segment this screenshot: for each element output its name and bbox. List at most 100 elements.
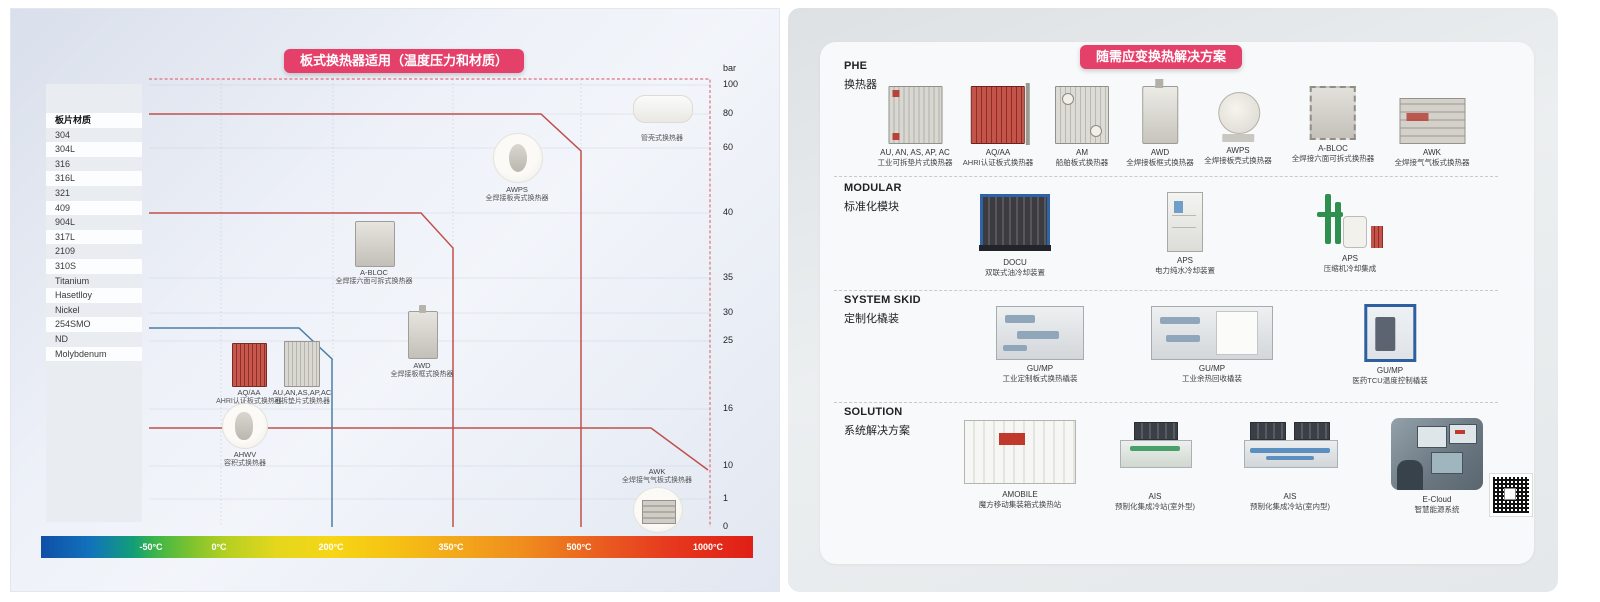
product-desc: 预制化集成冷站(室内型) (1250, 502, 1330, 511)
section-solution-cn: 系统解决方案 (844, 425, 910, 437)
right-panel-title-badge: 随需应变换热解决方案 (1080, 45, 1243, 69)
material-item: Titanium (55, 275, 90, 286)
a-bloc-chart-icon (355, 221, 395, 267)
marine-phe-icon (1055, 86, 1109, 144)
product-code: A-BLOC (1318, 144, 1348, 153)
section-modular-cn: 标准化模块 (844, 201, 899, 213)
row-separator (834, 402, 1498, 403)
mobile-container-station-icon (964, 420, 1076, 484)
material-item: Nickel (55, 304, 80, 315)
awps-chart-icon (493, 133, 543, 183)
product-desc: 全焊接气气板式换热器 (1394, 158, 1470, 167)
awd-chart-icon (408, 305, 438, 359)
x-axis-tick: -50°C (139, 542, 163, 552)
y-axis-tick: 80 (723, 108, 734, 118)
product-code: AIS (1283, 492, 1297, 501)
product-code: APS (1176, 256, 1193, 265)
section-phe-en: PHE (844, 60, 868, 72)
y-axis-tick: 100 (723, 79, 739, 89)
material-item: ND (55, 333, 68, 344)
product-item: GU/MP 医药TCU温度控制橇装 (1352, 304, 1428, 385)
product-item: AWPS 全焊接板壳式换热器 (1204, 92, 1272, 165)
product-desc: 全焊接六面可拆式换热器 (1291, 154, 1375, 163)
y-axis-tick: 10 (723, 460, 734, 470)
awd-code: AWD (413, 361, 431, 370)
ahwv-code: AHWV (233, 450, 257, 459)
product-item: AU, AN, AS, AP, AC 工业可拆垫片式换热器 (878, 86, 953, 167)
gasketed-chart-icon (284, 341, 320, 387)
row-separator (834, 290, 1498, 291)
product-code: AWPS (1226, 146, 1250, 155)
solutions-panel: 随需应变换热解决方案 PHE 换热器 MODULAR 标准化模块 SYSTEM … (788, 8, 1558, 592)
product-code: AU, AN, AS, AP, AC (880, 148, 950, 157)
tcu-skid-icon (1363, 304, 1416, 362)
compressor-cooling-icon (1317, 194, 1383, 250)
plate-shell-icon (1212, 92, 1264, 142)
custom-phe-skid-icon (996, 306, 1084, 360)
material-item: 409 (46, 200, 142, 216)
product-code: GU/MP (1376, 366, 1404, 375)
product-code: AIS (1148, 492, 1162, 501)
a-bloc-code: A-BLOC (360, 268, 388, 277)
ahri-phe-icon (970, 83, 1030, 145)
row-separator (834, 176, 1498, 177)
product-item: GU/MP 工业余热回收橇装 (1151, 306, 1273, 383)
dual-oil-cooler-icon (979, 194, 1051, 251)
a-bloc-name: 全焊接六面可拆式换热器 (335, 278, 413, 285)
y-axis-tick: 0 (723, 521, 729, 531)
product-code: AMOBILE (1002, 490, 1038, 499)
product-item: AM 船舶板式换热器 (1055, 86, 1109, 167)
product-code: APS (1341, 254, 1358, 263)
product-code: AM (1076, 148, 1088, 157)
x-axis-tick: 0°C (211, 542, 227, 552)
product-item: AIS 预制化集成冷站(室外型) (1115, 422, 1195, 511)
product-desc: 工业余热回收橇装 (1182, 374, 1242, 383)
pressure-temperature-chart (149, 78, 711, 527)
product-desc: 工业可拆垫片式换热器 (877, 158, 953, 167)
y-axis-tick: 16 (723, 403, 734, 413)
product-item: GU/MP 工业定制板式换热橇装 (996, 306, 1084, 383)
left-panel-title-badge: 板式换热器适用（温度压力和材质） (284, 49, 525, 73)
product-code: AWK (1423, 148, 1441, 157)
awps-name: 全焊接板壳式换热器 (485, 195, 549, 202)
e-cloud-photo (1391, 418, 1483, 490)
product-desc: 电力纯水冷却装置 (1155, 266, 1215, 275)
ais-indoor-icon (1244, 422, 1338, 478)
material-item: 904L (55, 217, 76, 228)
material-item: 304L (46, 142, 142, 157)
aqaa-code: AQ/AA (237, 388, 261, 397)
ais-outdoor-icon (1120, 422, 1192, 478)
shell-tube-label: 管壳式换热器 (641, 135, 683, 142)
bloc-icon (1310, 86, 1356, 140)
product-code: E-Cloud (1422, 495, 1452, 504)
material-item: Hasetlloy (46, 288, 142, 303)
product-desc: 全焊接板框式换热器 (1126, 158, 1194, 167)
product-code: GU/MP (1026, 364, 1054, 373)
product-desc: 压缩机冷却集成 (1323, 264, 1377, 273)
product-item: APS 压缩机冷却集成 (1317, 194, 1383, 273)
product-desc: 船舶板式换热器 (1055, 158, 1109, 167)
y-axis-tick: 40 (723, 207, 734, 217)
material-item: 2109 (55, 246, 76, 257)
product-desc: AHRI认证板式换热器 (962, 158, 1034, 167)
product-desc: 双联式油冷却装置 (985, 268, 1045, 277)
awps-code: AWPS (506, 185, 528, 194)
ahwv-chart-icon (222, 403, 268, 449)
x-axis-tick: 350°C (438, 542, 464, 552)
welded-plate-frame-icon (1142, 79, 1178, 144)
product-item: AQ/AA AHRI认证板式换热器 (962, 83, 1034, 167)
temperature-scale-bar (41, 536, 753, 558)
y-axis-tick: 1 (723, 493, 729, 503)
material-item: 316 (55, 158, 71, 169)
product-desc: 工业定制板式换热橇装 (1002, 374, 1078, 383)
section-phe-cn: 换热器 (844, 79, 877, 91)
awk-chart-icon (633, 487, 683, 533)
y-axis-tick: 35 (723, 272, 734, 282)
product-item: A-BLOC 全焊接六面可拆式换热器 (1291, 86, 1375, 163)
product-item: AWK 全焊接气气板式换热器 (1395, 98, 1470, 167)
x-axis-tick: 1000°C (692, 542, 724, 552)
x-axis-tick: 200°C (318, 542, 344, 552)
gasketed-phe-icon (888, 86, 942, 144)
pure-water-cooling-icon (1167, 192, 1203, 252)
product-code: DOCU (1003, 258, 1027, 267)
